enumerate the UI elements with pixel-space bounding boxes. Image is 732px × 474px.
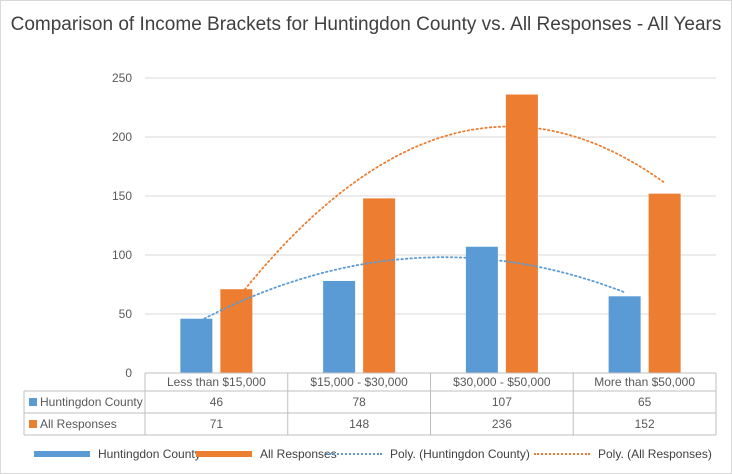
table-row-label-all-responses: All Responses — [40, 417, 117, 431]
data-label-huntingdon-county-15-000-30-000: 78 — [352, 395, 366, 409]
y-axis-ticks: 0 50 100 150 200 250 — [112, 71, 132, 380]
data-label-all-responses-more-than-50-000: 152 — [635, 417, 655, 431]
bar-all-responses-30-000-50-000 — [505, 94, 538, 374]
y-tick-label: 150 — [112, 189, 132, 203]
legend-label-all-responses: All Responses — [260, 447, 337, 461]
bar-all-responses-more-than-50-000 — [648, 193, 681, 373]
y-tick-label: 100 — [112, 248, 132, 262]
legend-line-poly-all-responses — [534, 453, 590, 455]
legend-label-poly-all-responses: Poly. (All Responses) — [598, 447, 712, 461]
data-table: Less than $15,000 $15,000 - $30,000 $30,00… — [23, 372, 717, 436]
data-label-all-responses-30-000-50-000: 236 — [492, 417, 512, 431]
y-tick-label: 50 — [119, 307, 133, 321]
bar-huntingdon-county-less-than-15-000 — [180, 318, 213, 373]
legend-item-poly-all-responses: Poly. (All Responses) — [534, 444, 712, 464]
bar-huntingdon-county-30-000-50-000 — [465, 246, 498, 373]
data-label-all-responses-15-000-30-000: 148 — [349, 417, 369, 431]
bar-huntingdon-county-more-than-50-000 — [608, 296, 641, 373]
x-tick-label: Less than $15,000 — [167, 375, 266, 389]
legend-item-poly-huntingdon-county: Poly. (Huntingdon County) — [326, 444, 530, 464]
x-tick-label: More than $50,000 — [594, 375, 695, 389]
table-legend-key-huntingdon-county — [29, 398, 37, 406]
legend-label-huntingdon-county: Huntingdon County — [98, 447, 201, 461]
legend-line-poly-huntingdon-county — [326, 453, 382, 455]
legend-item-all-responses: All Responses — [196, 444, 337, 464]
trendline-huntingdon-county — [195, 256, 626, 324]
y-tick-label: 250 — [112, 71, 132, 85]
table-row-label-huntingdon-county: Huntingdon County — [40, 395, 143, 409]
x-tick-label: $30,000 - $50,000 — [453, 375, 551, 389]
data-label-huntingdon-county-30-000-50-000: 107 — [492, 395, 512, 409]
legend-swatch-huntingdon-county — [34, 451, 90, 457]
trendline-all-responses — [235, 125, 666, 301]
trendlines — [195, 125, 666, 324]
y-tick-label: 0 — [125, 366, 132, 380]
legend-swatch-all-responses — [196, 451, 252, 457]
bar-all-responses-15-000-30-000 — [363, 198, 396, 373]
table-legend-key-all-responses — [29, 420, 37, 428]
bar-all-responses-less-than-15-000 — [220, 289, 253, 373]
y-tick-label: 200 — [112, 130, 132, 144]
x-tick-label: $15,000 - $30,000 — [310, 375, 408, 389]
data-label-huntingdon-county-more-than-50-000: 65 — [638, 395, 652, 409]
legend-label-poly-huntingdon-county: Poly. (Huntingdon County) — [390, 447, 530, 461]
bar-huntingdon-county-15-000-30-000 — [323, 280, 356, 373]
data-label-all-responses-less-than-15-000: 71 — [210, 417, 224, 431]
gridlines — [145, 77, 716, 315]
chart-title: Comparison of Income Brackets for Huntin… — [10, 14, 722, 35]
data-label-huntingdon-county-less-than-15-000: 46 — [210, 395, 224, 409]
bars — [180, 94, 681, 374]
legend: Huntingdon County All Responses Poly. (H… — [0, 444, 732, 464]
legend-item-huntingdon-county: Huntingdon County — [34, 444, 201, 464]
